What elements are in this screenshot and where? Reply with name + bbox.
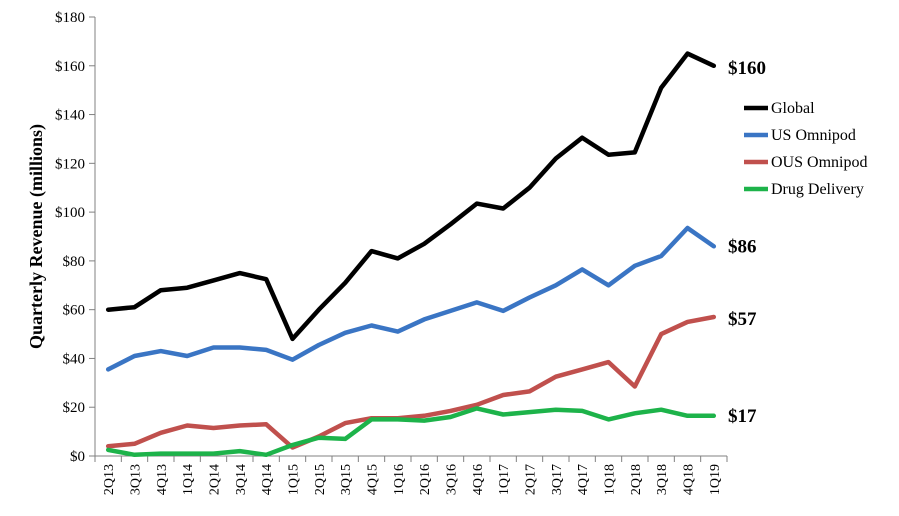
x-tick-label: 1Q15 [287,464,302,495]
legend-label: US Omnipod [771,127,856,144]
x-tick-label: 2Q14 [208,464,223,495]
y-tick-label: $120 [55,156,85,172]
x-tick-label: 3Q17 [550,464,565,495]
x-tick-label: 3Q18 [655,464,670,495]
x-tick-label: 4Q18 [682,464,697,495]
x-tick-label: 2Q15 [313,464,328,495]
series-line-us-omnipod [105,225,717,372]
legend-label: Global [771,100,815,117]
y-axis-title: Quarterly Revenue (millions) [26,124,47,349]
y-tick-label: $140 [55,108,85,124]
x-tick-label: 3Q16 [445,464,460,495]
y-tick-label: $20 [63,400,86,416]
x-tick-label: 2Q13 [102,464,117,495]
y-tick-label: $160 [55,59,85,75]
x-tick-label: 1Q14 [181,464,196,495]
x-tick-label: 1Q19 [708,464,723,495]
x-tick-label: 4Q15 [366,464,381,495]
x-tick-label: 1Q18 [603,464,618,495]
x-axis-ticks: 2Q13 3Q13 4Q13 1Q14 2Q14 3Q14 4Q14 1Q15 2Q15 3Q15… [94,456,728,495]
y-tick-label: $60 [63,303,86,319]
end-value-label: $57 [728,309,757,330]
x-tick-label: 3Q15 [339,464,354,495]
y-tick-label: $100 [55,205,85,221]
y-tick-label: $80 [63,254,86,270]
legend-label: OUS Omnipod [771,154,867,171]
series-lines [105,51,717,458]
y-tick-label: $0 [70,449,85,465]
x-tick-label: 4Q14 [260,464,275,495]
series-line-global [105,51,717,342]
x-tick-label: 4Q13 [155,464,170,495]
legend: Global US Omnipod OUS Omnipod Drug Delivery [744,100,867,198]
x-tick-label: 2Q17 [524,464,539,495]
x-tick-label: 2Q16 [418,464,433,495]
end-labels: $160 $86 $57 $17 [728,58,766,427]
series-line-drug-delivery [105,406,717,458]
y-tick-label: $180 [55,10,85,26]
x-tick-label: 2Q18 [629,464,644,495]
x-tick-label: 4Q17 [576,464,591,495]
end-value-label: $160 [728,58,766,79]
x-tick-label: 4Q16 [471,464,486,495]
y-axis-ticks: $0 $20 $40 $60 $80 $100 $120 $140 $160 $180 [55,10,95,465]
y-tick-label: $40 [63,351,86,367]
x-tick-label: 3Q14 [234,464,249,495]
end-value-label: $86 [728,236,757,257]
x-tick-label: 3Q13 [129,464,144,495]
series-line-ous-omnipod [105,314,717,450]
y-axis-title-group: Quarterly Revenue (millions) [26,124,47,349]
legend-label: Drug Delivery [771,181,864,198]
end-value-label: $17 [728,406,757,427]
axes [94,17,727,457]
x-tick-label: 1Q17 [497,464,512,495]
x-tick-label: 1Q16 [392,464,407,495]
